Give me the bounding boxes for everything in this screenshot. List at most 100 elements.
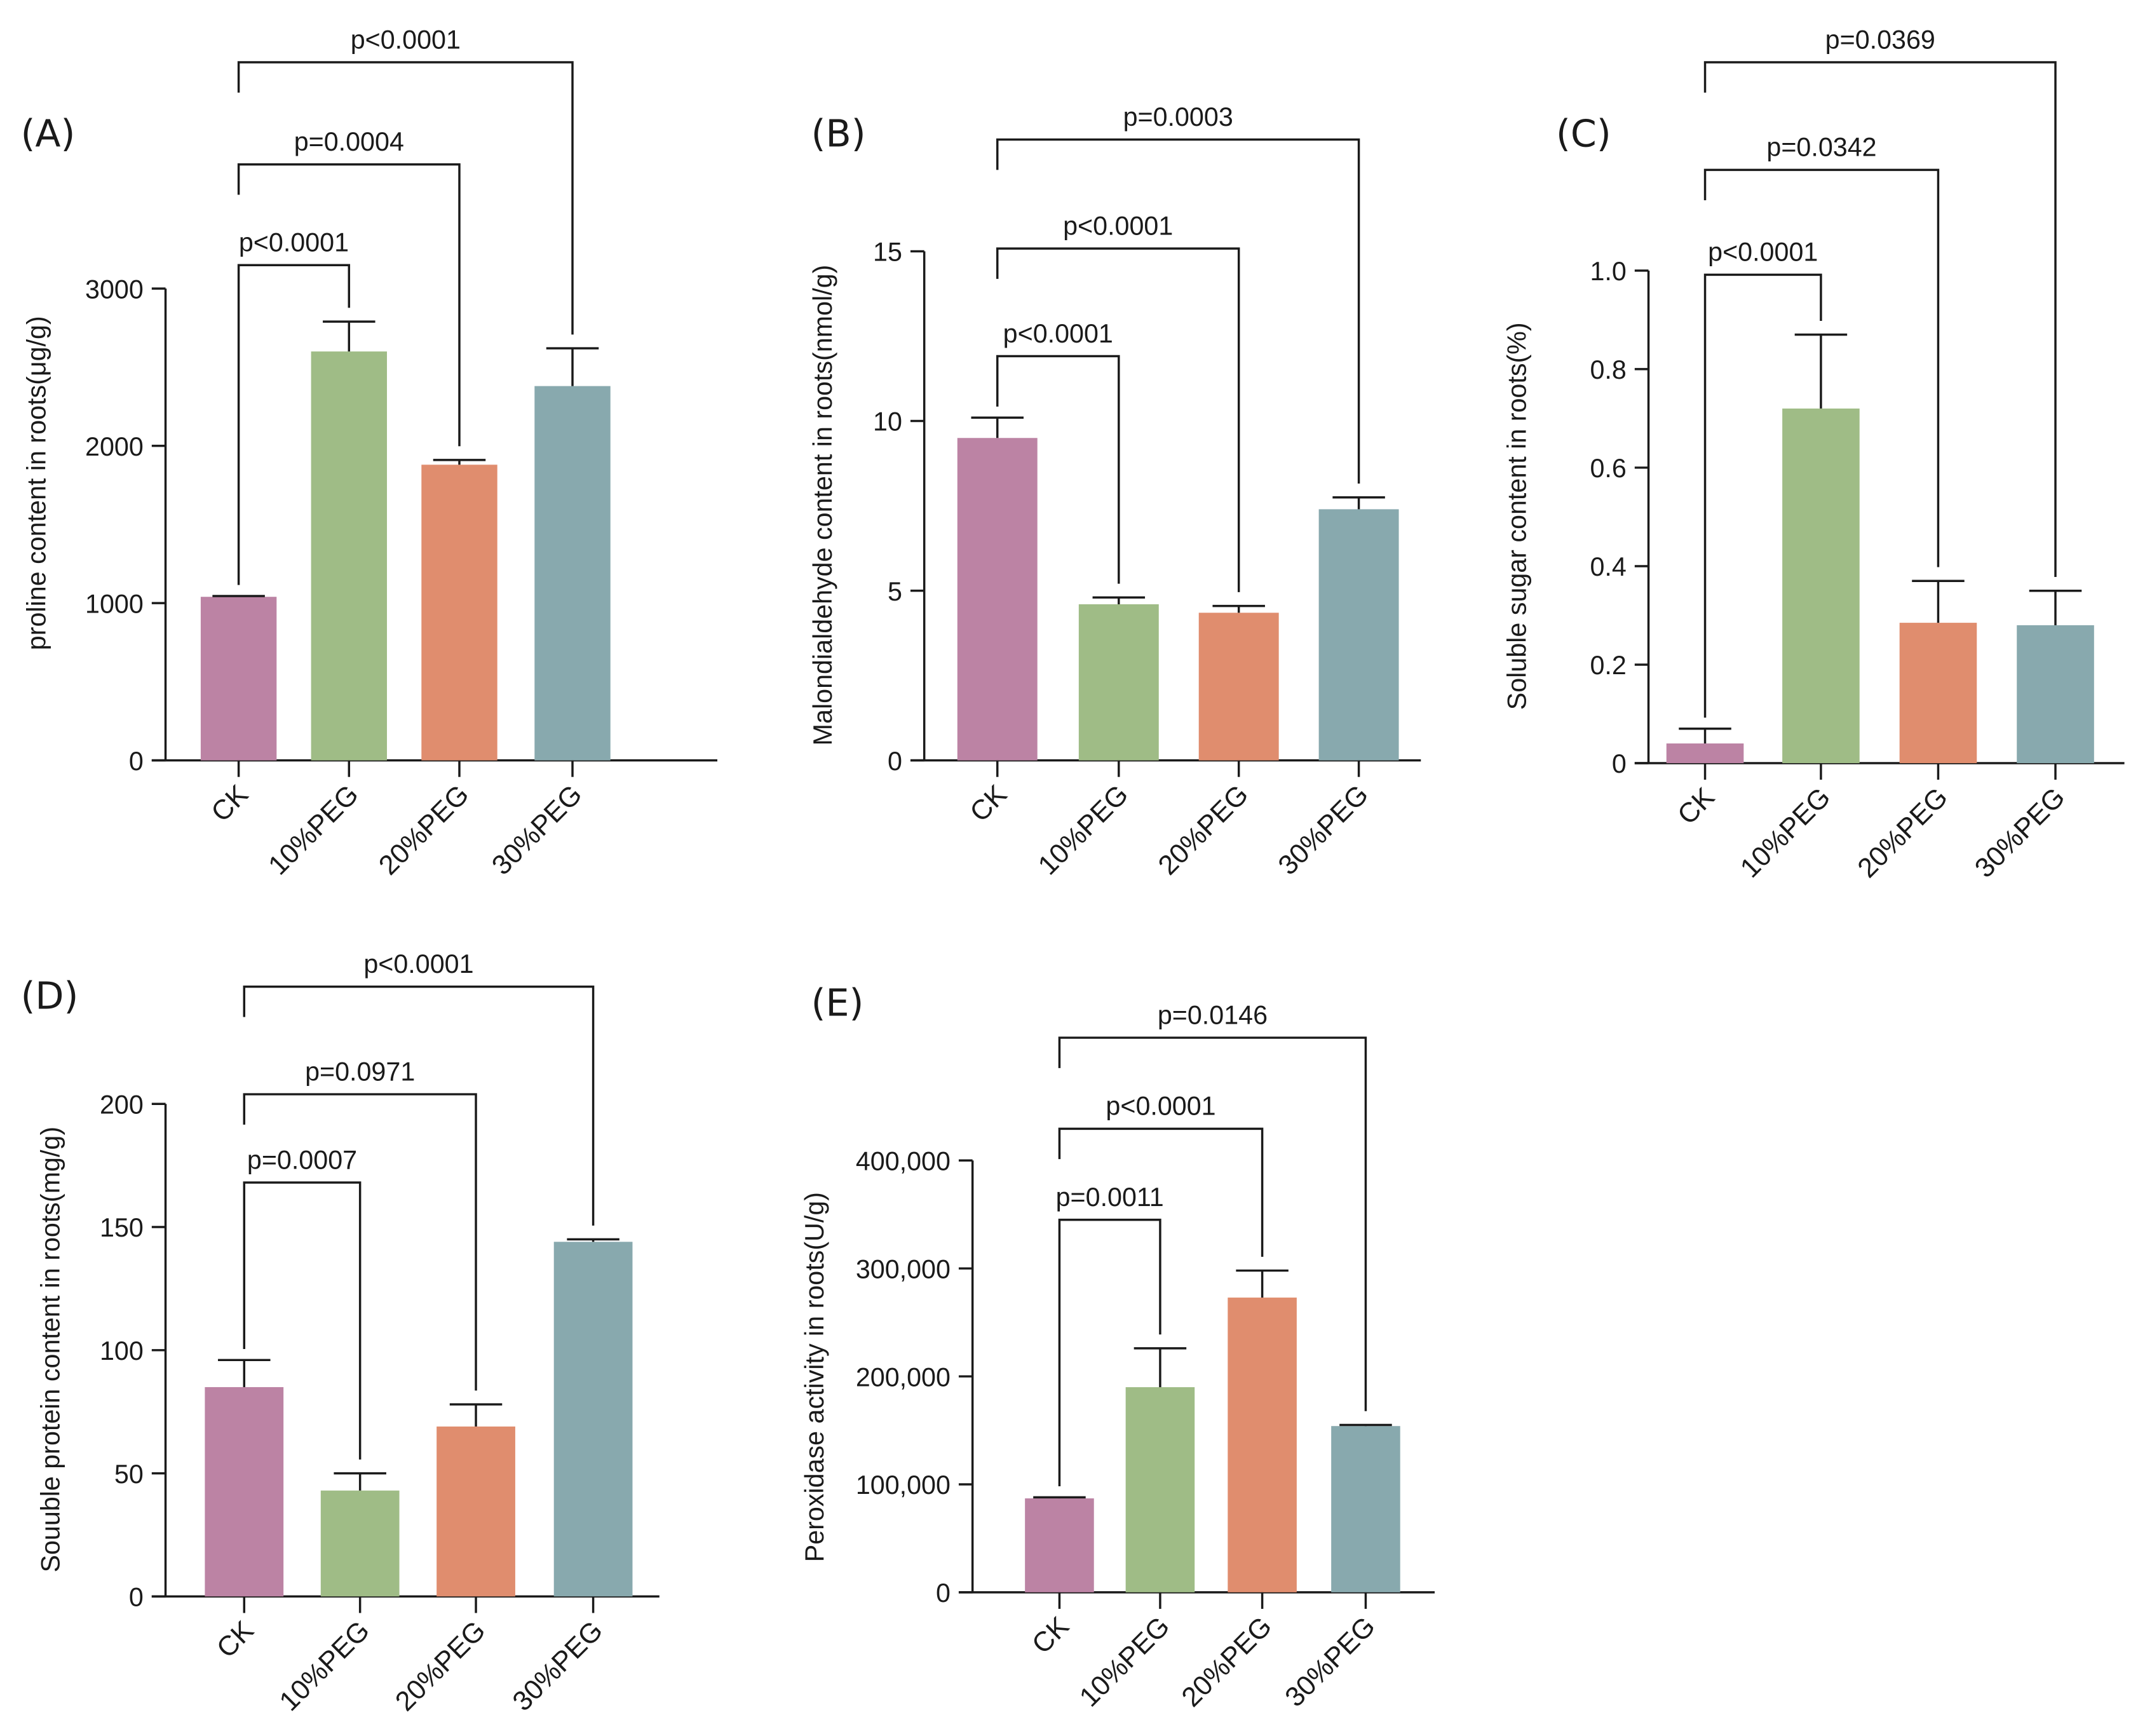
bar-10peg [311,351,388,761]
y-axis-title: Peroxidase activity in roots(U/g) [800,1192,829,1562]
y-tick-label: 0.2 [1590,651,1626,680]
panel-label: (D) [21,974,79,1017]
bar-20peg [1899,623,1977,763]
panel-c: (C) Soluble sugar content in roots(%) 0 0.2… [1502,25,2125,884]
p-value-label: p<0.0001 [1003,319,1113,348]
p-value-label: p=0.0011 [1056,1183,1164,1212]
panel-label: (B) [811,112,866,155]
p-value-label: p=0.0146 [1158,1000,1268,1029]
significance-bracket [1703,273,1822,718]
panel-d: (D) Souuble protein content in roots(mg/g… [21,949,660,1717]
bar-30peg [534,386,611,761]
bar-20peg [421,465,497,761]
y-tick-label: 0 [888,747,902,776]
y-tick-label: 150 [100,1213,144,1242]
panel-label: (C) [1556,112,1611,155]
y-tick-label: 2000 [85,432,144,461]
x-tick-label: 10%PEG [263,779,365,881]
p-value-label: p=0.0369 [1825,25,1935,54]
y-axis-title: Malondialdehyde content in roots(nmol/g) [808,265,837,746]
p-value-label: p<0.0001 [1708,238,1818,267]
bar-ck [1025,1498,1094,1592]
significance-bracket [1058,1127,1264,1257]
y-tick-label: 200,000 [856,1362,951,1392]
p-value-label: p=0.0007 [247,1145,357,1174]
x-tick-label: 20%PEG [389,1615,491,1717]
panel-a: (A) proline content in roots(μg/g) 0 1000 20… [21,25,717,881]
p-value-label: p<0.0001 [1106,1092,1215,1121]
x-tick-label: 10%PEG [274,1615,376,1717]
p-value-label: p=0.0003 [1123,102,1233,132]
y-tick-label: 300,000 [856,1254,951,1284]
significance-bracket [996,138,1360,484]
bar-ck [957,438,1038,761]
p-value-label: p=0.0004 [294,127,404,156]
y-tick-label: 50 [114,1460,144,1489]
y-tick-label: 100 [100,1336,144,1366]
significance-bracket [996,247,1240,592]
bar-30peg [1318,509,1399,761]
significance-bracket [237,264,351,585]
significance-bracket [996,355,1120,584]
y-tick-label: 200 [100,1090,144,1119]
x-tick-label: CK [205,779,254,828]
bar-20peg [1228,1298,1297,1592]
x-tick-label: 20%PEG [373,779,475,881]
bar-20peg [1198,613,1279,761]
bar-ck [1666,743,1744,763]
y-tick-label: 0.4 [1590,552,1626,581]
x-tick-label: 10%PEG [1074,1611,1175,1712]
y-tick-label: 100,000 [856,1470,951,1500]
significance-bracket [243,1181,362,1460]
y-tick-label: 15 [873,238,902,267]
significance-bracket [1058,1218,1161,1486]
x-tick-label: 30%PEG [1280,1611,1381,1712]
x-tick-label: CK [211,1615,260,1664]
y-tick-label: 0 [1612,749,1627,778]
p-value-label: p=0.0971 [305,1057,415,1086]
bar-10peg [1125,1387,1195,1592]
y-tick-label: 0 [936,1578,951,1608]
x-tick-label: 10%PEG [1032,779,1134,881]
y-tick-label: 0.6 [1590,454,1626,483]
y-tick-label: 1.0 [1590,257,1626,286]
bar-10peg [1782,408,1860,763]
significance-bracket [1058,1036,1367,1411]
x-tick-label: CK [1026,1611,1075,1660]
significance-bracket [1703,61,2057,577]
x-tick-label: 20%PEG [1153,779,1254,881]
bar-ck [200,597,277,761]
x-tick-label: 30%PEG [507,1615,609,1717]
x-tick-label: CK [964,779,1013,828]
x-tick-label: 30%PEG [1969,782,2071,884]
significance-bracket [243,985,595,1226]
x-tick-label: 20%PEG [1176,1611,1278,1712]
y-tick-label: 0.8 [1590,355,1626,384]
bar-30peg [1331,1426,1400,1592]
panel-b: (B) Malondialdehyde content in roots(nmol… [808,102,1421,881]
y-tick-label: 0 [129,1583,144,1612]
bar-30peg [2017,625,2094,763]
significance-bracket [237,163,461,447]
p-value-label: p<0.0001 [363,949,473,979]
bar-10peg [320,1490,400,1597]
bar-20peg [436,1426,515,1597]
y-tick-label: 10 [873,407,902,437]
y-axis-title: Soluble sugar content in roots(%) [1502,322,1531,710]
y-tick-label: 0 [129,747,144,776]
p-value-label: p<0.0001 [351,25,461,54]
y-tick-label: 1000 [85,589,144,618]
bar-30peg [553,1242,633,1597]
y-tick-label: 400,000 [856,1146,951,1176]
p-value-label: p<0.0001 [1063,211,1173,240]
panel-e: (E) Peroxidase activity in roots(U/g) 0 100… [800,981,1435,1713]
y-axis-title: Souuble protein content in roots(mg/g) [36,1127,65,1573]
y-tick-label: 5 [888,577,902,606]
y-tick-label: 3000 [85,275,144,304]
bar-10peg [1078,604,1159,761]
x-tick-label: 30%PEG [486,779,588,881]
x-tick-label: 10%PEG [1735,782,1836,884]
x-tick-label: 20%PEG [1852,782,1954,884]
x-tick-label: 30%PEG [1273,779,1374,881]
